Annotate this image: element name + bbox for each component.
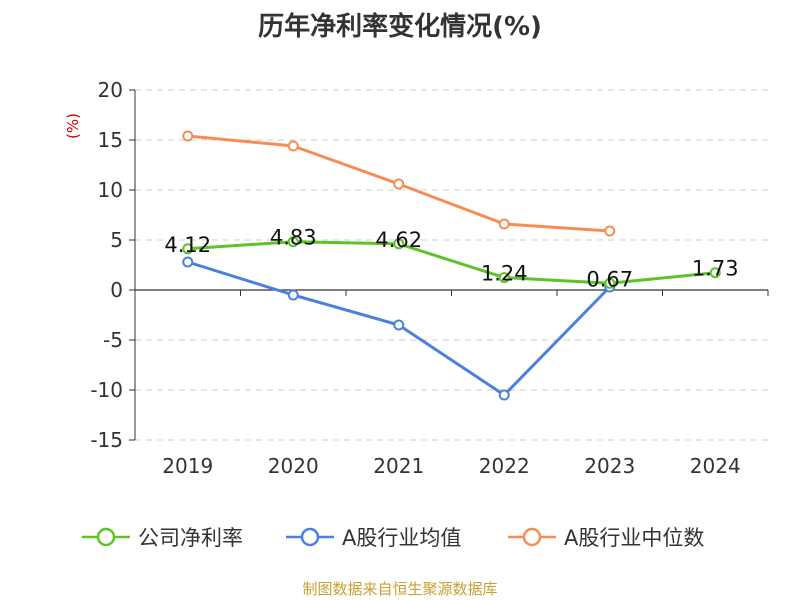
legend-label: A股行业中位数 [564,526,705,550]
data-label: 0.67 [586,267,633,291]
y-axis-label: (%) [64,113,82,139]
legend: 公司净利率 A股行业均值 A股行业中位数 [0,520,800,554]
data-label: 1.24 [481,262,528,286]
data-label: 4.62 [375,228,422,252]
data-point [604,225,616,237]
data-point [182,243,194,255]
data-point [182,130,194,142]
x-tick-label: 2020 [268,454,319,478]
x-tick-label: 2021 [373,454,424,478]
y-tick-label: 0 [110,278,123,302]
data-point [393,238,405,250]
data-point [182,256,194,268]
y-tick-label: 10 [98,178,123,202]
x-tick-label: 2024 [690,454,741,478]
data-point [709,267,721,279]
gridlines [135,89,768,441]
series-lines [182,130,721,401]
legend-item-company-net-margin[interactable]: 公司净利率 [80,520,243,554]
data-point [498,272,510,284]
data-point [498,389,510,401]
legend-marker-blue-icon [286,527,334,547]
data-point [287,289,299,301]
data-label: 1.73 [692,257,739,281]
data-point [393,178,405,190]
y-tick-label: 5 [110,228,123,252]
data-point [287,236,299,248]
y-tick-label: 15 [98,128,123,152]
axes: 20 15 10 5 0 -5 -10 -15 2019 2020 2021 2022 2023 2024 [90,78,769,478]
data-point [604,277,616,289]
legend-marker-orange-icon [508,527,556,547]
legend-label: 公司净利率 [138,526,243,550]
x-tick-label: 2023 [584,454,635,478]
y-tick-label: -15 [90,428,123,452]
data-labels: 4.12 4.83 4.62 1.24 0.67 1.73 [164,226,738,292]
data-point [287,140,299,152]
y-tick-label: -10 [90,378,123,402]
data-point [498,218,510,230]
x-tick-label: 2022 [479,454,530,478]
legend-marker-green-icon [82,527,130,547]
y-tick-label: -5 [103,328,123,352]
data-label: 4.12 [164,233,211,257]
legend-item-industry-median[interactable]: A股行业中位数 [506,520,704,554]
data-label: 4.83 [270,226,317,250]
chart-title: 历年净利率变化情况(%) [258,12,542,42]
data-point [393,319,405,331]
legend-item-industry-mean[interactable]: A股行业均值 [284,520,461,554]
legend-label: A股行业均值 [342,526,462,550]
source-note: 制图数据来自恒生聚源数据库 [302,580,498,598]
series-line [187,240,716,285]
x-tick-label: 2019 [162,454,213,478]
y-tick-label: 20 [98,78,123,102]
